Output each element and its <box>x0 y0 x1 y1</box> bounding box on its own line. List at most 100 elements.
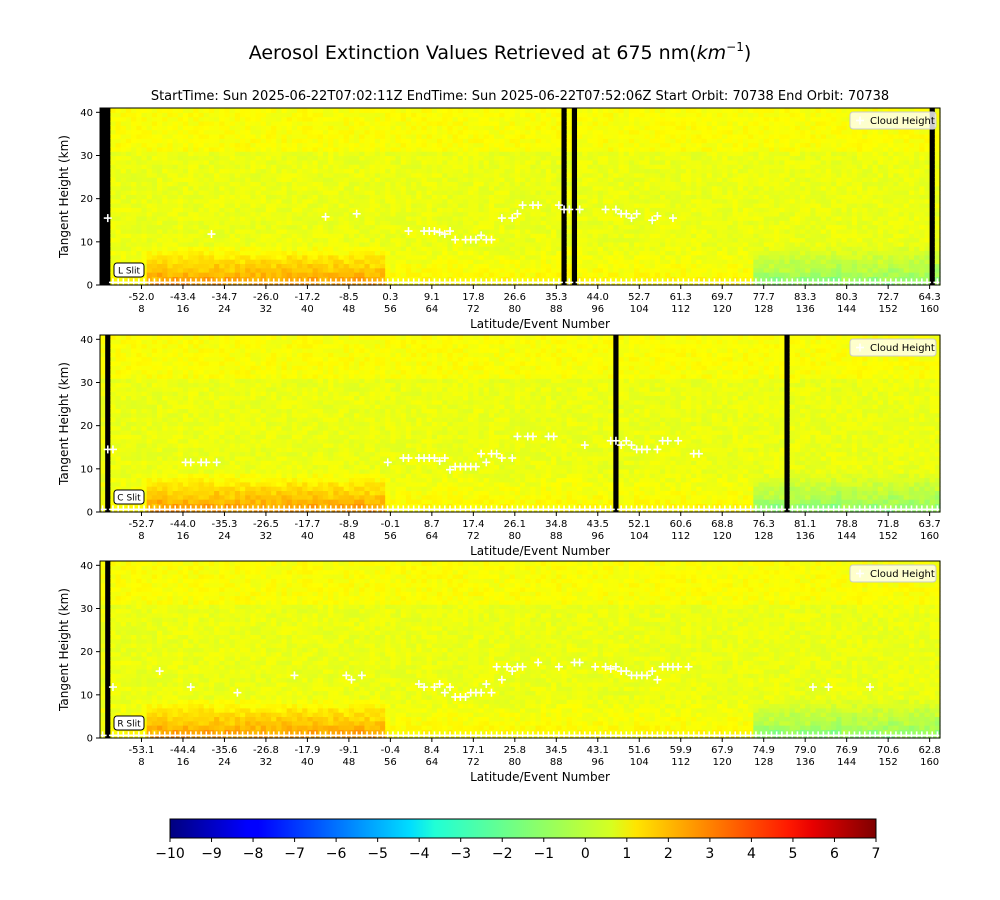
heatmap-cell <box>431 233 438 239</box>
heatmap-cell <box>157 146 163 152</box>
heatmap-cell <box>369 129 376 135</box>
heatmap-cell <box>364 259 371 265</box>
heatmap-cell <box>172 129 179 135</box>
heatmap-cell <box>421 259 428 265</box>
heatmap-cell <box>742 108 749 113</box>
heatmap-cell <box>302 194 309 200</box>
heatmap-cell <box>167 233 174 239</box>
heatmap-cell <box>193 237 200 243</box>
heatmap-cell <box>706 233 713 239</box>
heatmap-cell <box>701 112 708 118</box>
heatmap-cell <box>172 220 179 226</box>
heatmap-cell <box>582 138 589 144</box>
heatmap-cell <box>618 263 625 269</box>
heatmap-cell <box>582 181 589 187</box>
heatmap-cell <box>359 125 366 131</box>
heatmap-cell <box>514 151 521 157</box>
heatmap-cell <box>188 133 194 139</box>
heatmap-cell <box>685 133 692 139</box>
heatmap-cell <box>504 263 511 269</box>
heatmap-cell <box>322 125 329 131</box>
heatmap-cell <box>462 112 469 118</box>
heatmap-cell <box>405 237 412 243</box>
heatmap-cell <box>120 155 127 161</box>
heatmap-cell <box>177 237 184 243</box>
heatmap-cell <box>670 263 677 269</box>
heatmap-cell <box>208 172 215 178</box>
heatmap-cell <box>478 272 485 277</box>
heatmap-cell <box>416 254 423 260</box>
heatmap-cell <box>722 185 729 191</box>
heatmap-cell <box>390 237 397 243</box>
heatmap-cell <box>691 220 697 226</box>
heatmap-cell <box>520 164 526 170</box>
heatmap-cell <box>685 224 692 230</box>
heatmap-cell <box>530 164 537 170</box>
heatmap-cell <box>504 207 511 213</box>
heatmap-cell <box>597 155 604 161</box>
heatmap-cell <box>556 142 563 148</box>
heatmap-cell <box>566 108 573 113</box>
heatmap-cell <box>675 185 682 191</box>
heatmap-cell <box>514 108 521 113</box>
heatmap-cell <box>737 267 744 273</box>
heatmap-cell <box>328 190 334 195</box>
heatmap-cell <box>405 146 412 152</box>
heatmap-cell <box>748 272 754 277</box>
heatmap-cell <box>405 112 412 118</box>
heatmap-cell <box>680 185 687 191</box>
heatmap-cell <box>680 198 687 204</box>
heatmap-cell <box>566 138 573 144</box>
heatmap-cell <box>426 202 433 208</box>
heatmap-cell <box>281 224 288 230</box>
heatmap-cell <box>333 177 340 182</box>
heatmap-cell <box>110 272 117 277</box>
heatmap-cell <box>281 233 288 239</box>
heatmap-cell <box>602 146 609 152</box>
heatmap-cell <box>312 202 319 208</box>
heatmap-cell <box>592 112 599 118</box>
heatmap-cell <box>110 215 117 221</box>
heatmap-cell <box>717 151 723 157</box>
heatmap-cell <box>234 138 241 144</box>
heatmap-cell <box>390 202 397 208</box>
heatmap-cell <box>608 181 614 187</box>
heatmap-cell <box>348 198 355 204</box>
heatmap-cell <box>125 250 132 256</box>
heatmap-cell <box>312 237 319 243</box>
heatmap-cell <box>613 116 620 122</box>
heatmap-cell <box>271 207 277 213</box>
heatmap-cell <box>405 267 412 273</box>
heatmap-cell <box>649 241 656 247</box>
heatmap-cell <box>172 108 179 113</box>
heatmap-cell <box>623 125 630 131</box>
heatmap-cell <box>670 250 677 256</box>
heatmap-cell <box>265 267 272 273</box>
heatmap-cell <box>628 138 635 144</box>
heatmap-cell <box>390 172 397 178</box>
heatmap-cell <box>680 133 687 139</box>
heatmap-cell <box>722 224 729 230</box>
heatmap-cell <box>685 233 692 239</box>
heatmap-cell <box>644 198 651 204</box>
heatmap-cell <box>437 215 443 221</box>
heatmap-cell <box>364 146 371 152</box>
heatmap-cell <box>566 241 573 247</box>
heatmap-cell <box>395 215 402 221</box>
heatmap-cell <box>312 263 319 269</box>
heatmap-cell <box>390 108 397 113</box>
heatmap-cell <box>276 172 283 178</box>
heatmap-cell <box>172 207 179 213</box>
heatmap-cell <box>442 190 449 195</box>
heatmap-cell <box>462 172 469 178</box>
heatmap-cell <box>110 181 117 187</box>
heatmap-cell <box>255 120 262 126</box>
heatmap-cell <box>462 194 469 200</box>
heatmap-cell <box>354 138 360 144</box>
heatmap-cell <box>182 202 189 208</box>
heatmap-cell <box>291 207 298 213</box>
heatmap-cell <box>141 211 148 217</box>
heatmap-cell <box>597 129 604 135</box>
heatmap-cell <box>390 168 397 174</box>
heatmap-cell <box>322 168 329 174</box>
